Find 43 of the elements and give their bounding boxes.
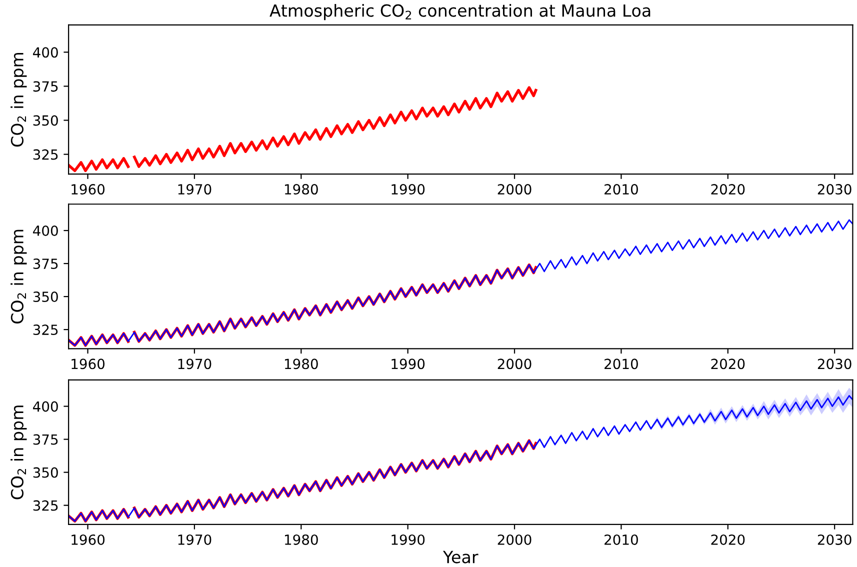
x-tick-label: 2010 [604,358,638,370]
y-tick-label: 400 [33,225,58,236]
x-tick-label: 1980 [284,184,318,195]
y-axis-title: CO$_{2}$ in ppm [10,52,27,147]
x-axis-title: Year [442,550,478,564]
x-tick-label: 1970 [178,358,212,370]
x-tick-label: 2030 [818,358,852,370]
y-axis-title: CO$_{2}$ in ppm [10,230,27,324]
x-tick-label: 2030 [818,184,852,195]
x-tick-label: 2020 [711,534,745,545]
y-tick-label: 350 [33,467,58,478]
x-tick-label: 1970 [178,534,212,545]
y-tick-label: 375 [33,81,58,92]
y-tick-label: 350 [33,292,58,302]
x-tick-label: 2000 [498,184,532,195]
x-tick-label: 2020 [711,184,745,195]
y-tick-label: 325 [33,500,58,511]
y-tick-label: 375 [33,434,58,445]
x-tick-label: 1980 [284,534,318,545]
x-tick-label: 1990 [392,358,425,370]
line-series [68,395,853,522]
x-tick-label: 1990 [392,184,425,195]
y-tick-label: 400 [33,47,58,58]
y-tick-label: 350 [33,115,58,126]
x-tick-label: 2030 [818,534,852,545]
x-tick-label: 1960 [72,534,105,545]
x-tick-label: 2020 [711,358,745,370]
x-tick-label: 2010 [604,184,638,195]
x-tick-label: 2010 [604,534,638,545]
x-tick-label: 2000 [498,534,532,545]
x-tick-label: 2000 [498,358,532,370]
chart-title: Atmospheric CO$_{2}$ concentration at Mauna Loa [270,4,650,20]
y-tick-label: 375 [33,258,58,270]
y-tick-label: 325 [33,149,58,160]
x-tick-label: 1960 [72,358,105,370]
y-axis-title: CO$_{2}$ in ppm [10,406,27,500]
y-tick-label: 400 [33,401,58,412]
y-tick-label: 325 [33,324,58,336]
x-tick-label: 1980 [284,358,318,370]
x-tick-label: 1960 [72,184,105,195]
x-tick-label: 1970 [178,184,212,195]
line-series [68,219,853,346]
x-tick-label: 1990 [392,534,425,545]
